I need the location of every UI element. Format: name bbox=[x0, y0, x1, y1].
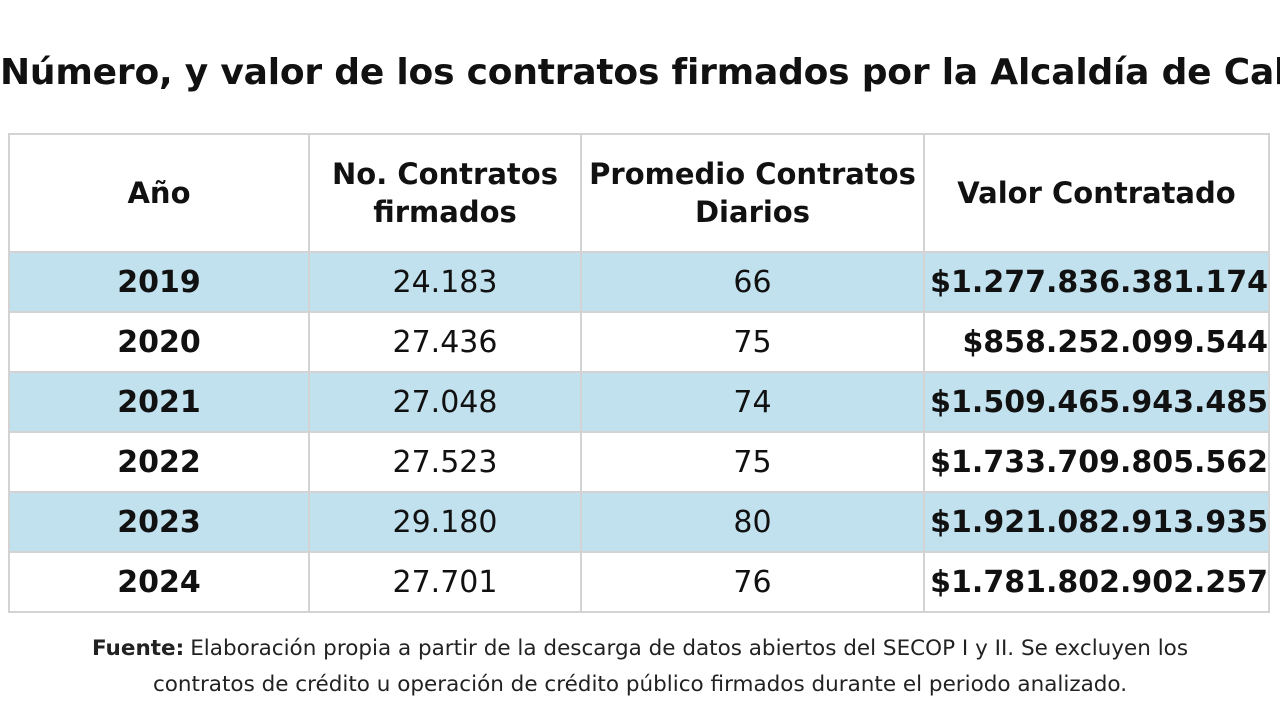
header-value-label: Valor Contratado bbox=[957, 176, 1236, 210]
header-contracts-line1: No. Contratos bbox=[332, 157, 558, 191]
cell-year: 2021 bbox=[8, 371, 310, 433]
table-row: 2020 27.436 75 $858.252.099.544 bbox=[8, 311, 1270, 373]
header-contracts: No. Contratos firmados bbox=[308, 133, 582, 253]
cell-daily: 80 bbox=[580, 491, 925, 553]
cell-daily: 76 bbox=[580, 551, 925, 613]
cell-contracts: 24.183 bbox=[308, 251, 582, 313]
cell-value: $858.252.099.544 bbox=[923, 311, 1270, 373]
cell-daily: 75 bbox=[580, 431, 925, 493]
cell-daily: 66 bbox=[580, 251, 925, 313]
cell-year: 2024 bbox=[8, 551, 310, 613]
chart-title: Número, y valor de los contratos firmado… bbox=[0, 52, 1280, 93]
footnote-label: Fuente: bbox=[91, 636, 185, 661]
header-year-label: Año bbox=[127, 176, 191, 210]
contracts-table: Año No. Contratos firmados Promedio Cont… bbox=[8, 133, 1270, 613]
cell-daily: 74 bbox=[580, 371, 925, 433]
cell-daily: 75 bbox=[580, 311, 925, 373]
table-row: 2021 27.048 74 $1.509.465.943.485 bbox=[8, 371, 1270, 433]
table-row: 2023 29.180 80 $1.921.082.913.935 bbox=[8, 491, 1270, 553]
source-footnote: Fuente: Elaboración propia a partir de la… bbox=[0, 631, 1280, 703]
cell-year: 2020 bbox=[8, 311, 310, 373]
table-row: 2024 27.701 76 $1.781.802.902.257 bbox=[8, 551, 1270, 613]
table-row: 2019 24.183 66 $1.277.836.381.174 bbox=[8, 251, 1270, 313]
header-daily-line1: Promedio Contratos bbox=[589, 157, 916, 191]
cell-value: $1.509.465.943.485 bbox=[923, 371, 1270, 433]
table-header-row: Año No. Contratos firmados Promedio Cont… bbox=[8, 133, 1270, 253]
header-daily-line2: Diarios bbox=[694, 195, 810, 229]
header-value: Valor Contratado bbox=[923, 133, 1270, 253]
cell-contracts: 27.701 bbox=[308, 551, 582, 613]
cell-year: 2022 bbox=[8, 431, 310, 493]
cell-contracts: 27.523 bbox=[308, 431, 582, 493]
cell-year: 2019 bbox=[8, 251, 310, 313]
table-row: 2022 27.523 75 $1.733.709.805.562 bbox=[8, 431, 1270, 493]
cell-contracts: 29.180 bbox=[308, 491, 582, 553]
footnote-text-line1: Elaboración propia a partir de la descar… bbox=[190, 636, 1189, 661]
footnote-line2: contratos de crédito u operación de créd… bbox=[152, 672, 1128, 697]
cell-contracts: 27.436 bbox=[308, 311, 582, 373]
cell-value: $1.921.082.913.935 bbox=[923, 491, 1270, 553]
header-contracts-line2: firmados bbox=[373, 195, 517, 229]
header-daily-average: Promedio Contratos Diarios bbox=[580, 133, 925, 253]
header-year: Año bbox=[8, 133, 310, 253]
cell-value: $1.277.836.381.174 bbox=[923, 251, 1270, 313]
cell-year: 2023 bbox=[8, 491, 310, 553]
cell-contracts: 27.048 bbox=[308, 371, 582, 433]
cell-value: $1.733.709.805.562 bbox=[923, 431, 1270, 493]
cell-value: $1.781.802.902.257 bbox=[923, 551, 1270, 613]
footnote-line1: Fuente: Elaboración propia a partir de la… bbox=[0, 631, 1280, 667]
